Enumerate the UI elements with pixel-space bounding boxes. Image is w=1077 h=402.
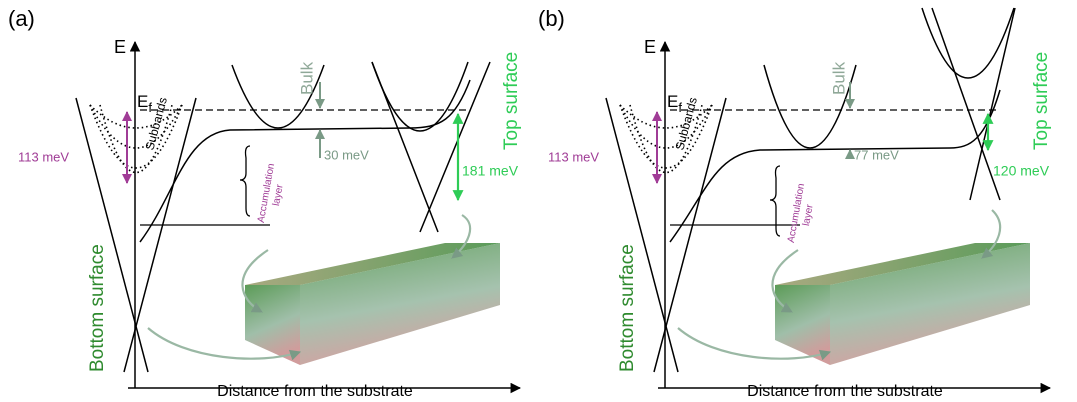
top-surface-label: Top surface [1031,52,1052,150]
bulk-offset-label: 77 meV [854,147,899,162]
bulk-label: Bulk [297,61,316,95]
fermi-label: Ef [137,92,152,115]
bottom-surface-label: Bottom surface [87,244,108,372]
pointer [451,214,472,259]
dirac-cone [123,97,197,373]
dirac-cone [419,61,491,233]
pointer [147,327,302,361]
brace [239,145,251,217]
top-band [921,7,1015,79]
accumulation-line: layer [271,183,286,207]
bulk-band [231,64,325,129]
x-axis-label: Distance from the substrate [217,383,413,400]
dirac-cone [969,7,1016,201]
slab-top [775,243,1030,285]
bulk-band [763,64,857,149]
top-gap-label: 120 meV [993,163,1050,179]
subband [619,104,713,169]
brace [769,165,781,237]
top-band [371,61,469,132]
slab-side [830,243,1030,365]
bulk-offset-label: 30 meV [324,147,369,162]
slab-front [775,285,830,365]
accumulation-label: Accumulationlayer [256,163,289,226]
subband [89,104,183,169]
band-bending [139,79,471,243]
pointer [771,249,799,313]
panel-label: (b) [538,6,565,31]
top-surface-label: Top surface [501,52,522,150]
accumulation-label: Accumulationlayer [786,183,819,246]
bulk-label: Bulk [829,61,848,95]
pointer [981,209,1002,259]
band-bending [669,89,1001,243]
fermi-symbol: E [137,92,148,111]
fermi-label: Ef [667,92,682,115]
fermi-symbol: E [667,92,678,111]
fermi-subscript: f [678,100,682,115]
pointer [241,249,269,313]
subband [89,104,183,129]
bottom-gap-label: 113 meV [548,149,599,164]
slab-top [245,243,500,285]
panel-label: (a) [8,6,35,31]
energy-axis-label: E [114,37,126,57]
x-axis-label: Distance from the substrate [747,383,943,400]
accumulation-line: layer [801,203,816,227]
dirac-cone [931,7,1001,201]
subband [619,104,713,149]
pointer [677,327,832,361]
bottom-gap-label: 113 meV [18,149,69,164]
dirac-cone [653,97,727,373]
subband [89,104,183,149]
top-gap-label: 181 meV [462,163,519,179]
bottom-surface-label: Bottom surface [617,244,638,372]
slab-front [245,285,300,365]
energy-axis-label: E [644,37,656,57]
fermi-subscript: f [148,100,152,115]
subband [619,104,713,129]
slab-side [300,243,500,365]
